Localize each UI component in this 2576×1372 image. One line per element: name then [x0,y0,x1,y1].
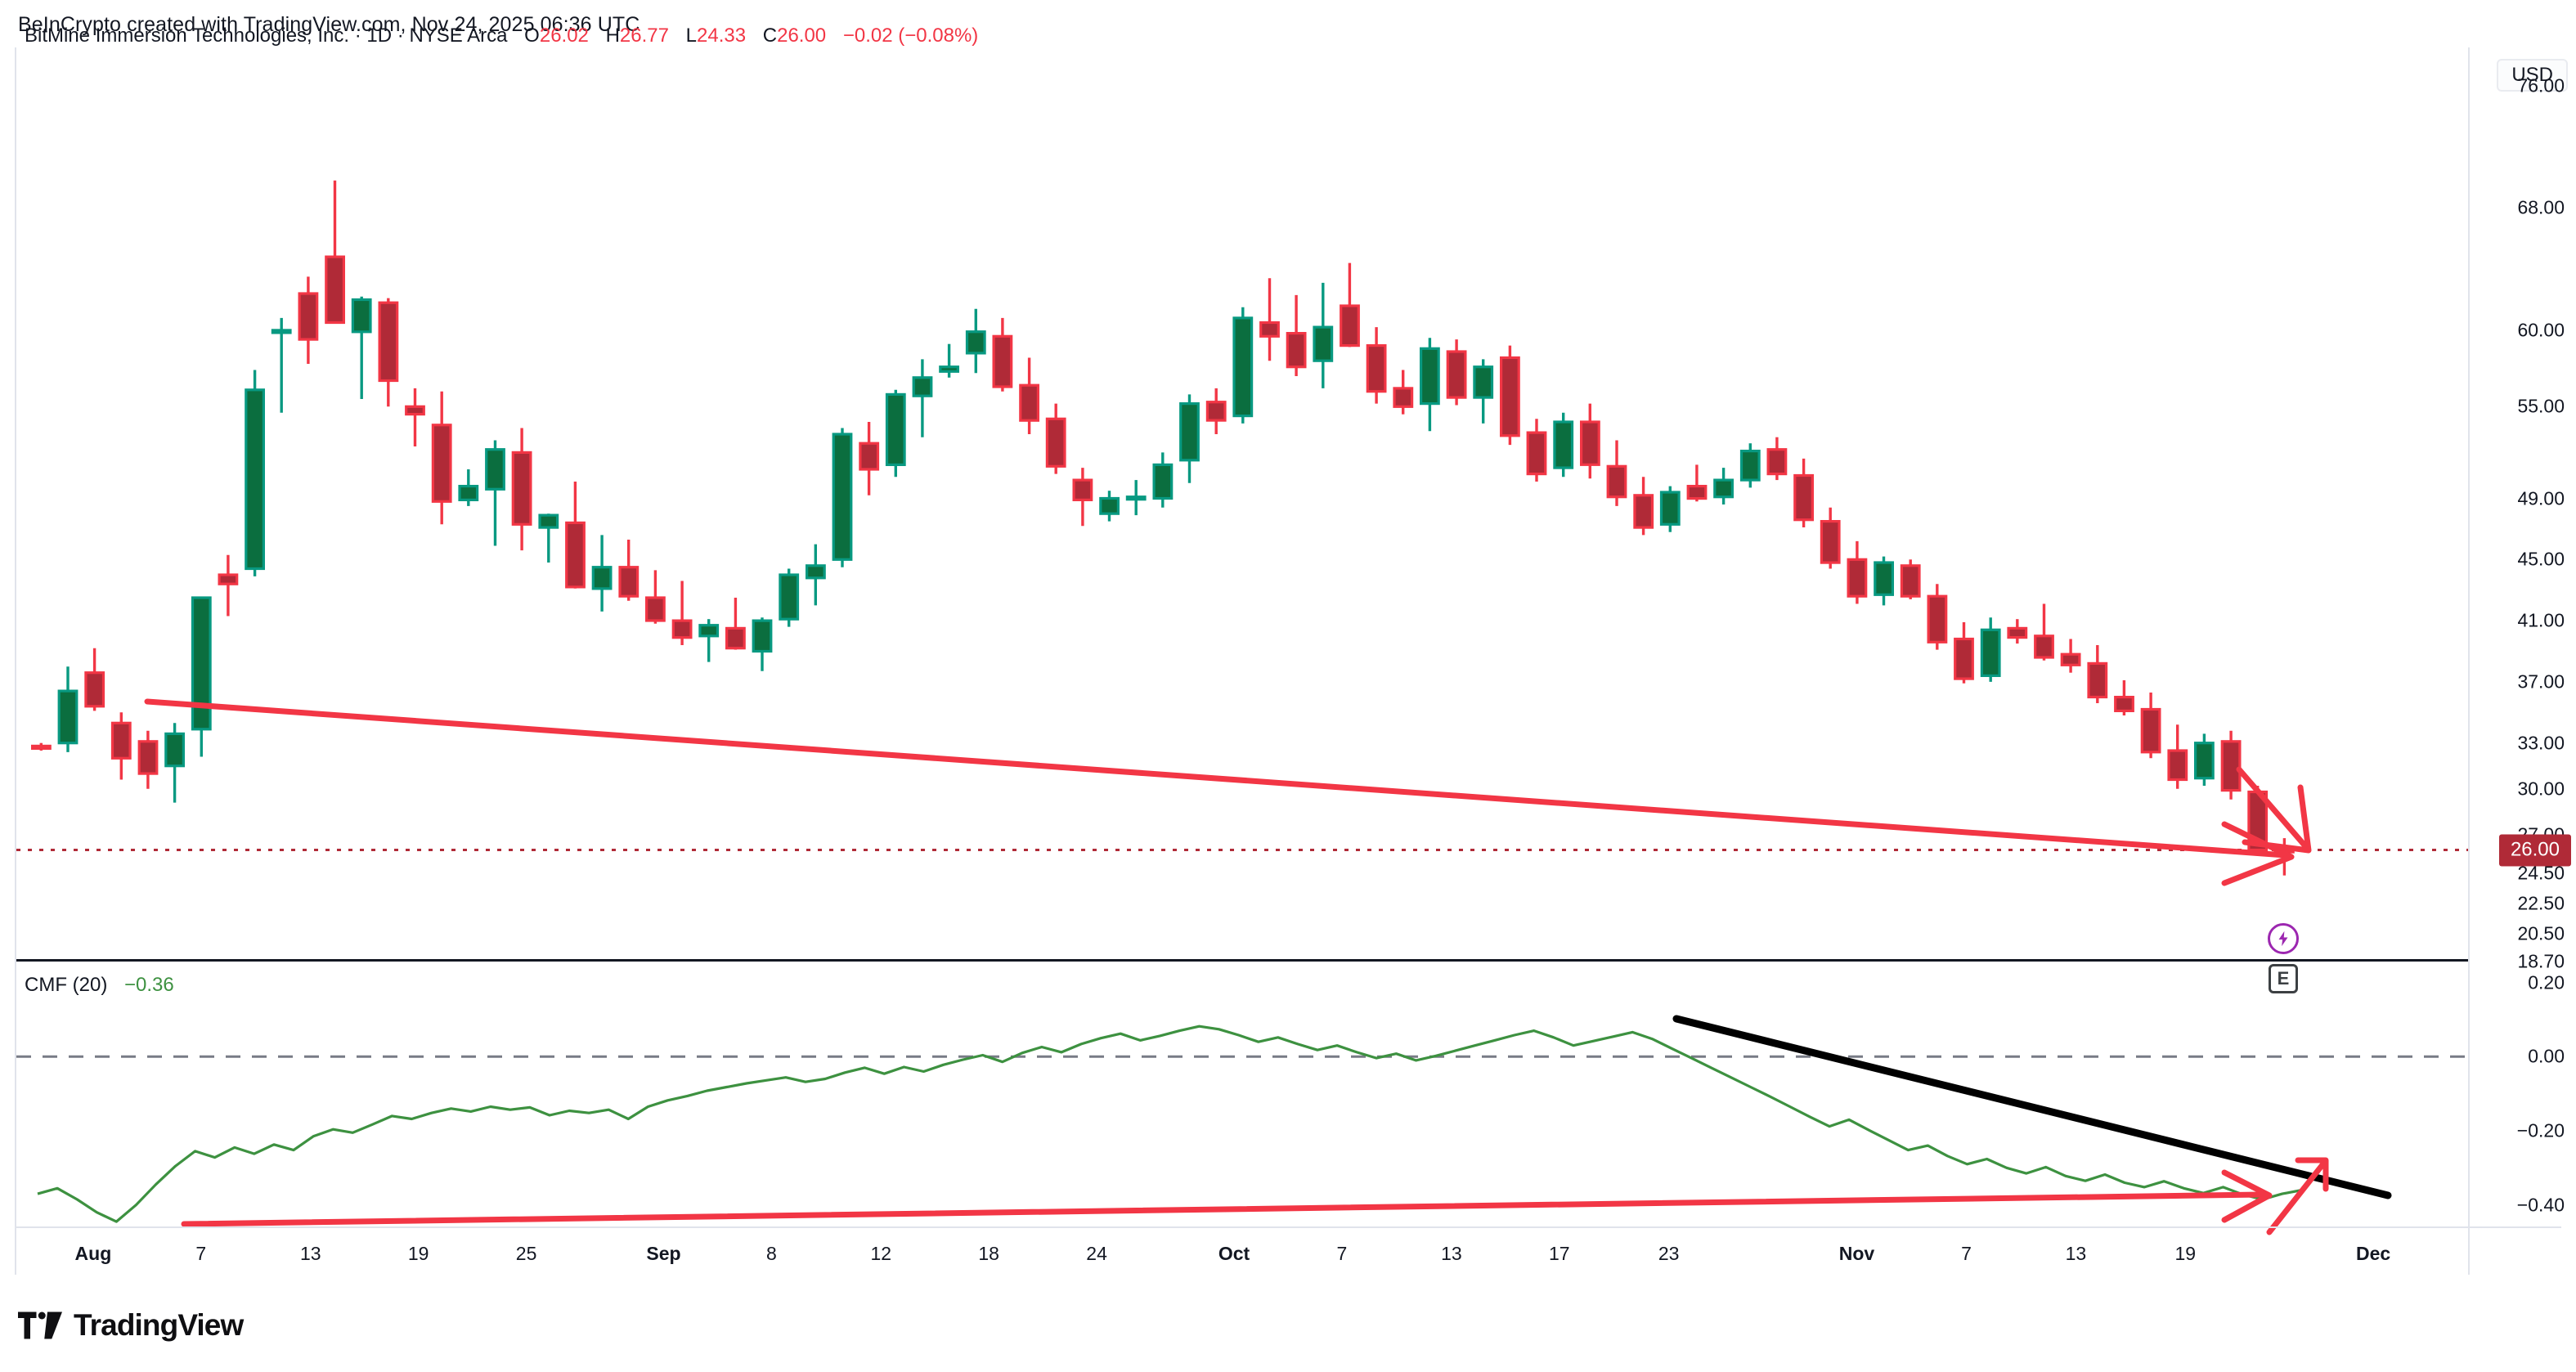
time-axis-tick: 13 [2065,1243,2087,1264]
price-axis-tick: 76.00 [2517,74,2565,96]
time-axis-tick: Dec [2355,1243,2391,1264]
price-trendline-arrow [144,698,2295,886]
tradingview-logo-icon [18,1311,62,1339]
time-axis-tick: 23 [1658,1243,1680,1264]
legend-low-value: 24.33 [697,25,747,47]
price-axis-tick: 22.50 [2517,892,2565,914]
time-axis-tick: 25 [515,1243,537,1264]
cmf-axis-tick: −0.20 [2516,1119,2565,1141]
dividend-marker[interactable] [2268,923,2299,954]
price-axis-tick: 33.00 [2517,732,2565,754]
chart-frame: BitMine Immersion Technologies, Inc. · 1… [15,25,2561,1275]
price-axis-tick: 18.70 [2517,950,2565,972]
cmf-up-arrow [2266,1157,2329,1235]
time-axis-tick: Nov [1838,1243,1875,1264]
time-axis-tick: 19 [407,1243,429,1264]
price-pane[interactable] [16,47,2470,962]
time-axis-tick: 8 [765,1243,777,1264]
time-axis-tick: 13 [300,1243,321,1264]
cmf-line [37,1025,2303,1223]
price-down-arrow [2236,766,2312,854]
time-axis-tick: 18 [978,1243,999,1264]
price-axis-tick: 20.50 [2517,922,2565,944]
time-axis-tick: Oct [1218,1243,1250,1264]
cmf-rising-arrow [181,1169,2273,1227]
legend-close-label: C [762,25,778,47]
price-candlestick-plot [16,180,2470,886]
time-axis-tick: 12 [870,1243,892,1264]
cmf-axis-tick: 0.20 [2528,971,2565,993]
price-axis-tick: 68.00 [2517,196,2565,218]
time-axis-tick: 24 [1086,1243,1107,1264]
cmf-axis-tick: 0.00 [2528,1045,2565,1067]
tradingview-wordmark: TradingView [74,1308,244,1342]
price-axis-tick: 30.00 [2517,778,2565,800]
time-axis[interactable]: Aug 7 13 19 25 Sep 8 12 18 24 Oct 7 13 17 23 Nov 7 13 19 De… [15,1226,2561,1277]
time-axis-tick: Aug [74,1243,112,1264]
cmf-pane[interactable] [16,964,2470,1242]
time-axis-tick: Sep [646,1243,681,1264]
cmf-black-trendline [1672,1015,2392,1199]
price-axis-tick: 41.00 [2517,609,2565,631]
time-axis-tick: 7 [1336,1243,1348,1264]
currency-label[interactable]: USD [2497,59,2568,92]
price-axis-tick: 55.00 [2517,395,2565,417]
earnings-marker[interactable]: E [2269,964,2298,993]
cmf-axis-tick: −0.40 [2516,1194,2565,1216]
time-axis-tick: 19 [2174,1243,2197,1264]
time-axis-tick: 13 [1441,1243,1462,1264]
time-axis-tick: 17 [1549,1243,1570,1264]
time-axis-tick: 7 [1961,1243,1972,1264]
legend-low-label: L [685,25,698,47]
last-price-badge: 26.00 [2498,834,2571,866]
cmf-indicator-plot [16,1015,2470,1235]
price-axis-tick: 49.00 [2517,487,2565,509]
footer-branding: TradingView [18,1308,244,1343]
price-axis-tick: 60.00 [2517,319,2565,341]
lightning-bolt-icon [2278,930,2288,947]
legend-change: −0.02 (−0.08%) [842,25,979,47]
price-axis-tick: 37.00 [2517,670,2565,693]
price-axis-right[interactable]: USD 76.00 68.00 60.00 55.00 49.00 45.00 41.00 3… [2468,47,2576,1275]
legend-close-value: 26.00 [777,25,827,47]
time-axis-tick: 7 [195,1243,207,1264]
attribution-text: BeInCrypto created with TradingView.com,… [18,13,640,36]
price-axis-tick: 45.00 [2517,548,2565,570]
